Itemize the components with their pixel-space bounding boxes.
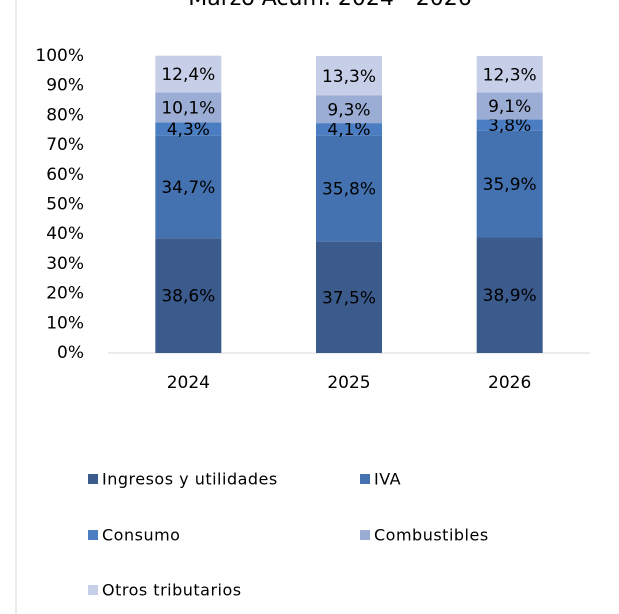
data-label: 13,3% [322,67,376,87]
legend-swatch [88,530,98,540]
data-label: 4,1% [327,120,370,140]
legend-label: Ingresos y utilidades [102,470,278,489]
y-tick-label: 20% [46,284,84,304]
bar-segment [316,123,382,136]
data-label: 38,6% [161,287,215,307]
data-label: 4,3% [167,120,210,140]
bar-segment [316,135,382,242]
data-label: 38,9% [483,286,537,306]
legend-label: Otros tributarios [102,581,242,600]
data-label: 3,8% [488,116,531,136]
data-label: 34,7% [161,178,215,198]
bar-segment [155,92,222,123]
bar-segment [476,130,543,238]
x-tick-label: 2026 [488,373,531,393]
legend-label: Consumo [102,526,180,545]
y-tick-label: 50% [46,195,84,215]
y-tick-label: 90% [46,76,84,96]
data-label: 9,1% [488,97,531,117]
y-tick-label: 0% [57,343,84,363]
legend-label: Combustibles [374,526,489,545]
data-label: 35,9% [483,175,537,195]
legend-swatch [88,585,98,595]
y-tick-label: 100% [35,46,84,66]
y-tick-label: 60% [46,165,84,185]
y-tick-label: 80% [46,105,84,125]
data-label: 12,3% [483,65,537,85]
legend-label: IVA [374,470,401,489]
legend-swatch [360,530,370,540]
bar-segment [476,92,543,120]
data-label: 9,3% [327,100,370,120]
x-tick-label: 2025 [327,373,370,393]
y-tick-label: 10% [46,313,84,333]
bar-segment [316,241,382,353]
legend-swatch [88,474,98,484]
data-label: 35,8% [322,179,376,199]
bar-segment [316,56,382,96]
chart-title: Marzo Acum. 2024 - 2026 [188,0,472,11]
bar-segment [476,56,543,93]
legend-swatch [360,474,370,484]
bar-segment [476,119,543,131]
bar-segment [316,95,382,124]
y-tick-label: 30% [46,254,84,274]
y-tick-label: 40% [46,224,84,244]
bar-segment [155,122,222,136]
bar-segment [155,238,222,353]
bar-segment [476,237,543,353]
data-label: 12,4% [161,65,215,85]
y-tick-label: 70% [46,135,84,155]
data-label: 10,1% [161,99,215,119]
x-tick-label: 2024 [167,373,210,393]
bar-segment [155,135,222,239]
data-label: 37,5% [322,288,376,308]
bar-segment [155,55,222,93]
chart-frame [15,0,17,614]
